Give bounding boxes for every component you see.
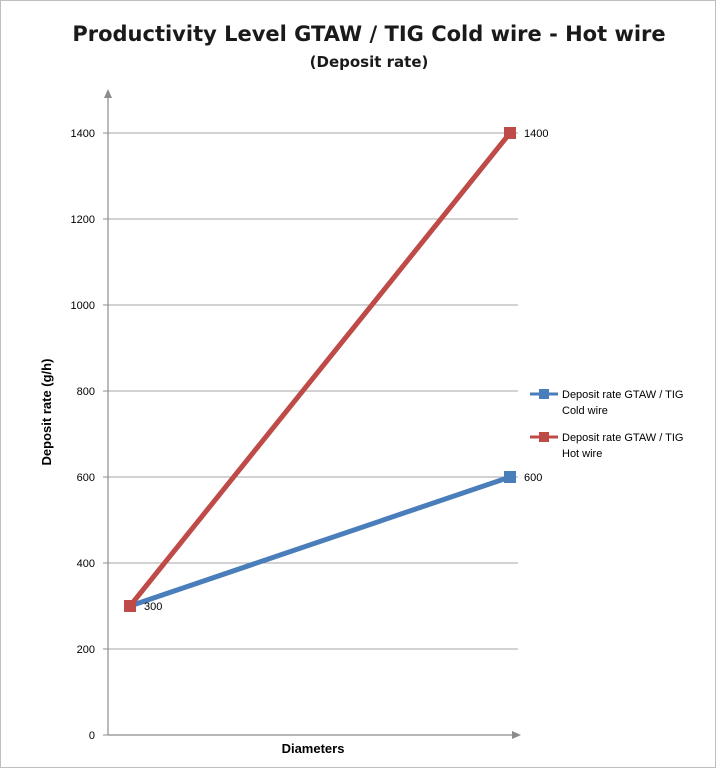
- y-tick-label-0: 0: [89, 730, 95, 742]
- legend-marker-2: [539, 432, 549, 442]
- y-tick-label-600: 600: [77, 472, 95, 484]
- y-axis-arrow: [104, 89, 112, 98]
- chart-title: Productivity Level GTAW / TIG Cold wire …: [72, 22, 665, 46]
- y-tick-label-1400: 1400: [71, 128, 95, 140]
- x-axis-arrow: [512, 731, 521, 739]
- legend: Deposit rate GTAW / TIG Cold wire Deposit …: [530, 389, 683, 460]
- legend-text-1-1: Deposit rate GTAW / TIG: [562, 389, 683, 401]
- series-group: 300 600 1400: [124, 127, 548, 613]
- series-1-marker-2: [504, 471, 516, 483]
- legend-text-1-2: Cold wire: [562, 405, 608, 417]
- legend-marker-1: [539, 389, 549, 399]
- y-tick-label-200: 200: [77, 644, 95, 656]
- series-1-data-label-2: 600: [524, 472, 542, 484]
- legend-text-2-2: Hot wire: [562, 448, 602, 460]
- x-axis-label: Diameters: [282, 741, 345, 756]
- y-axis-label: Deposit rate (g/h): [39, 359, 54, 466]
- series-line-2: [127, 130, 513, 609]
- series-2-marker-1: [124, 600, 136, 612]
- series-line-1: [127, 474, 513, 609]
- legend-text-2-1: Deposit rate GTAW / TIG: [562, 432, 683, 444]
- gridlines: [103, 132, 518, 736]
- y-tick-label-800: 800: [77, 386, 95, 398]
- y-tick-label-1200: 1200: [71, 214, 95, 226]
- series-2-marker-2: [504, 127, 516, 139]
- y-tick-labels: 0 200 400 600 800 1000 1200 1400: [71, 128, 95, 742]
- series-1-data-label-1: 300: [144, 601, 162, 613]
- y-tick-label-400: 400: [77, 558, 95, 570]
- series-2-data-label-2: 1400: [524, 128, 548, 140]
- chart-subtitle: (Deposit rate): [310, 53, 429, 71]
- y-tick-label-1000: 1000: [71, 300, 95, 312]
